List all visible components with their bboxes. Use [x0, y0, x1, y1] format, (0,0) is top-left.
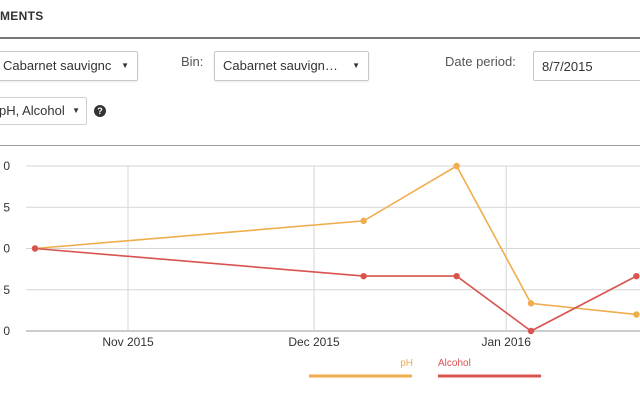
- ph-data-point: [360, 217, 367, 225]
- ph-series-line: [34, 164, 637, 316]
- metrics-dropdown[interactable]: pH, Alcohol ▼: [0, 97, 87, 125]
- date-period-input[interactable]: [533, 51, 640, 81]
- x-tick-label: Nov 2015: [102, 335, 154, 349]
- chevron-down-icon: ▼: [121, 61, 129, 70]
- legend-label-ph: pH: [400, 358, 413, 369]
- alcohol-data-point: [360, 272, 367, 280]
- help-icon[interactable]: ?: [94, 105, 106, 117]
- bin-select-value: Cabarnet sauvign…: [223, 58, 338, 73]
- date-period-label: Date period:: [445, 54, 516, 69]
- y-tick-label: 0: [3, 324, 10, 338]
- x-tick-label: Dec 2015: [288, 335, 340, 349]
- metrics-dropdown-value: pH, Alcohol: [0, 103, 65, 118]
- bin-select[interactable]: Cabarnet sauvign… ▼: [214, 51, 369, 81]
- section-title: MENTS: [0, 9, 44, 23]
- varietal-select-value: Cabarnet sauvignc: [3, 58, 112, 73]
- y-tick-label: 5: [3, 200, 10, 214]
- ph-data-point: [633, 311, 640, 318]
- alcohol-data-point: [527, 327, 535, 335]
- alcohol-data-point: [31, 245, 39, 252]
- section-divider: [0, 37, 640, 39]
- ph-data-point: [453, 162, 460, 170]
- alcohol-data-point: [453, 272, 460, 280]
- chart-top-divider: [0, 145, 640, 146]
- alcohol-data-point: [633, 272, 640, 280]
- bin-label: Bin:: [181, 54, 204, 69]
- x-tick-label: Jan 2016: [482, 335, 532, 349]
- y-tick-label: 0: [3, 242, 10, 256]
- y-tick-label: 5: [3, 283, 10, 297]
- y-tick-label: 0: [3, 159, 10, 173]
- legend-label-alcohol: Alcohol: [438, 358, 471, 369]
- chevron-down-icon: ▼: [352, 61, 360, 70]
- varietal-select[interactable]: Cabarnet sauvignc ▼: [0, 51, 138, 81]
- chevron-down-icon: ▼: [72, 106, 80, 115]
- ph-data-point: [527, 300, 535, 307]
